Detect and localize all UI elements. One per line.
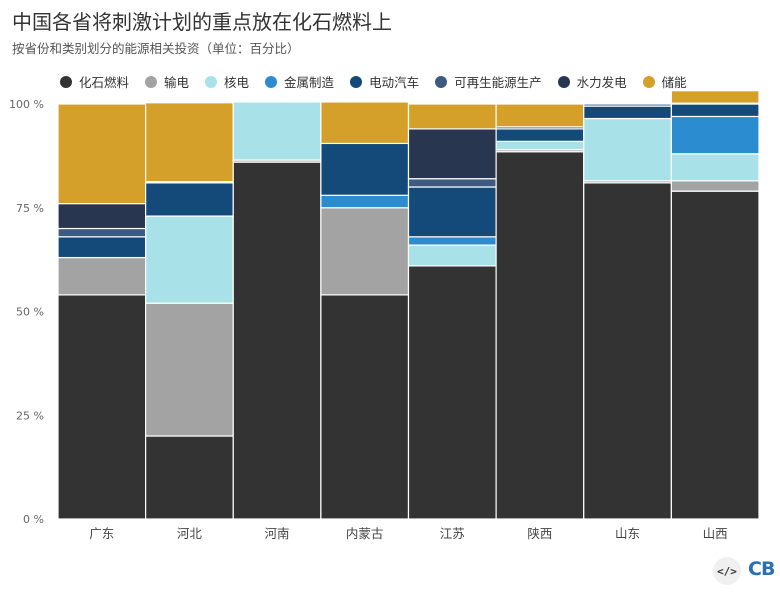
legend-label: 输电 [164, 75, 190, 90]
legend-swatch [205, 75, 218, 88]
bar-segment [670, 103, 760, 118]
bar-segment [145, 215, 234, 304]
legend-item: 输电 [145, 72, 189, 91]
bar-segment [232, 101, 322, 161]
bar-segment [57, 294, 147, 520]
bar-segment [583, 105, 672, 120]
x-tick-label: 山东 [615, 526, 640, 541]
legend-item: 储能 [642, 72, 687, 91]
bar-segment [670, 180, 760, 192]
legend-label: 储能 [661, 75, 687, 90]
bar-segment [407, 103, 497, 130]
y-tick-label: 75 % [16, 202, 44, 215]
bar-segment [407, 186, 497, 238]
legend-swatch [145, 75, 158, 88]
bar-segment [57, 203, 147, 230]
legend-item: 水力发电 [557, 72, 627, 91]
bar-segment [320, 101, 410, 145]
legend-swatch [642, 75, 655, 88]
bar-segment [495, 128, 585, 142]
legend-item: 核电 [205, 72, 249, 91]
bar-segment [670, 190, 760, 520]
bar-segment [495, 140, 585, 151]
bar-segment [145, 435, 234, 520]
bar-segment [407, 178, 497, 188]
bar-segment [320, 207, 410, 296]
bar-segment [320, 142, 410, 196]
legend-item: 可再生能源生产 [435, 72, 542, 91]
bar-segment [57, 256, 147, 296]
bar-segment [495, 103, 585, 128]
bar-segment [320, 294, 410, 520]
legend-swatch [435, 75, 448, 88]
x-tick-label: 内蒙古 [346, 526, 384, 541]
legend-item: 金属制造 [265, 72, 334, 91]
legend-label: 水力发电 [576, 75, 627, 90]
legend-swatch [350, 75, 363, 88]
legend-label: 化石燃料 [79, 75, 130, 90]
legend-label: 金属制造 [284, 75, 335, 90]
bar-segment [57, 103, 147, 205]
x-tick-label: 山西 [703, 526, 728, 541]
y-tick-label: 100 % [9, 98, 44, 111]
x-tick-label: 河南 [265, 526, 290, 541]
chart-legend: 化石燃料 输电 核电 金属制造 电动汽车 可再生能源生产 水力发电 储能 [60, 72, 780, 91]
bar-segment [670, 90, 760, 104]
bar-segment [583, 103, 672, 107]
y-tick-label: 50 % [16, 306, 44, 319]
legend-item: 电动汽车 [350, 72, 419, 91]
bar-segment [583, 182, 672, 520]
bar-segment [670, 153, 760, 182]
x-tick-label: 陕西 [527, 526, 552, 541]
bar-segment [670, 115, 760, 155]
bar-segment [57, 227, 147, 238]
y-tick-label: 25 % [16, 409, 44, 422]
legend-swatch [60, 75, 72, 88]
chart-subtitle: 按省份和类别划分的能源相关投资（单位：百分比） [12, 41, 300, 56]
x-tick-label: 广东 [89, 526, 114, 541]
bar-segment [495, 151, 585, 520]
bar-segment [145, 182, 234, 217]
legend-label: 电动汽车 [369, 75, 420, 90]
bar-segment [145, 302, 234, 437]
x-tick-label: 江苏 [440, 526, 465, 541]
legend-item: 化石燃料 [60, 72, 129, 91]
bar-segment [57, 236, 147, 259]
bar-segment [232, 161, 322, 520]
legend-swatch [265, 75, 278, 88]
bar-segment [407, 236, 497, 246]
bar-segment [145, 102, 234, 183]
x-tick-label: 河北 [177, 526, 203, 541]
bar-segment [407, 244, 497, 267]
bar-segment [320, 194, 410, 209]
bar-segment [583, 117, 672, 182]
embed-code-button[interactable]: </> [713, 557, 741, 585]
carbon-brief-logo: CB [748, 558, 775, 580]
legend-label: 核电 [224, 75, 250, 90]
bar-segment [407, 265, 497, 520]
legend-label: 可再生能源生产 [454, 75, 542, 90]
chart-title: 中国各省将刺激计划的重点放在化石燃料上 [12, 10, 392, 34]
bar-segment [407, 128, 497, 180]
y-tick-label: 0 % [23, 513, 44, 526]
legend-swatch [557, 75, 570, 88]
